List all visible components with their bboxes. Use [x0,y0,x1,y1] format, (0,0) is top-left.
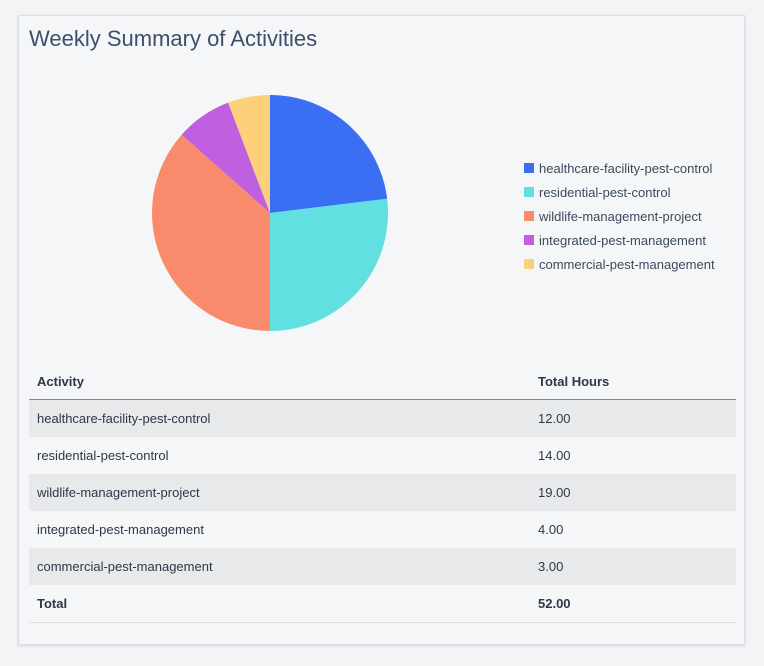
total-row: Total 52.00 [29,585,736,623]
table-row: healthcare-facility-pest-control 12.00 [29,399,736,437]
legend-item[interactable]: integrated-pest-management [524,228,715,252]
legend-item[interactable]: wildlife-management-project [524,204,715,228]
header-total-hours: Total Hours [530,363,736,400]
legend-swatch [524,235,534,245]
table-row: residential-pest-control 14.00 [29,437,736,474]
summary-card: Weekly Summary of Activities healthcare-… [18,15,745,645]
pie-chart [152,95,388,331]
legend-label: integrated-pest-management [539,232,706,248]
legend-label: healthcare-facility-pest-control [539,160,713,176]
pie-slice-residential-pest-control[interactable] [270,198,388,331]
header-activity: Activity [29,363,530,400]
table-row: commercial-pest-management 3.00 [29,548,736,585]
legend-swatch [524,163,534,173]
page-title: Weekly Summary of Activities [29,26,318,51]
legend: healthcare-facility-pest-control resident… [524,156,715,276]
legend-swatch [524,259,534,269]
legend-item[interactable]: commercial-pest-management [524,252,715,276]
legend-swatch [524,211,534,221]
hours-cell: 19.00 [538,485,571,500]
total-value: 52.00 [530,585,736,623]
hours-cell: 12.00 [538,411,571,426]
activity-cell: residential-pest-control [37,448,169,463]
legend-swatch [524,187,534,197]
activity-cell: integrated-pest-management [37,522,204,537]
hours-cell: 14.00 [538,448,571,463]
pie-slice-integrated-pest-management[interactable] [181,102,270,213]
legend-label: commercial-pest-management [539,256,715,272]
legend-item[interactable]: residential-pest-control [524,180,715,204]
legend-label: wildlife-management-project [539,208,702,224]
hours-cell: 3.00 [538,559,564,574]
activity-table: Activity Total Hours healthcare-facility… [29,363,736,623]
activity-cell: healthcare-facility-pest-control [37,411,211,426]
table-row: wildlife-management-project 19.00 [29,474,736,511]
legend-item[interactable]: healthcare-facility-pest-control [524,156,715,180]
pie-slice-commercial-pest-management[interactable] [228,95,270,213]
total-label: Total [29,585,530,623]
pie-slice-wildlife-management-project[interactable] [152,134,270,331]
activity-cell: commercial-pest-management [37,559,213,574]
pie-slice-healthcare-facility-pest-control[interactable] [270,95,388,213]
legend-label: residential-pest-control [539,184,671,200]
activity-cell: wildlife-management-project [37,485,200,500]
table-row: integrated-pest-management 4.00 [29,511,736,548]
hours-cell: 4.00 [538,522,564,537]
